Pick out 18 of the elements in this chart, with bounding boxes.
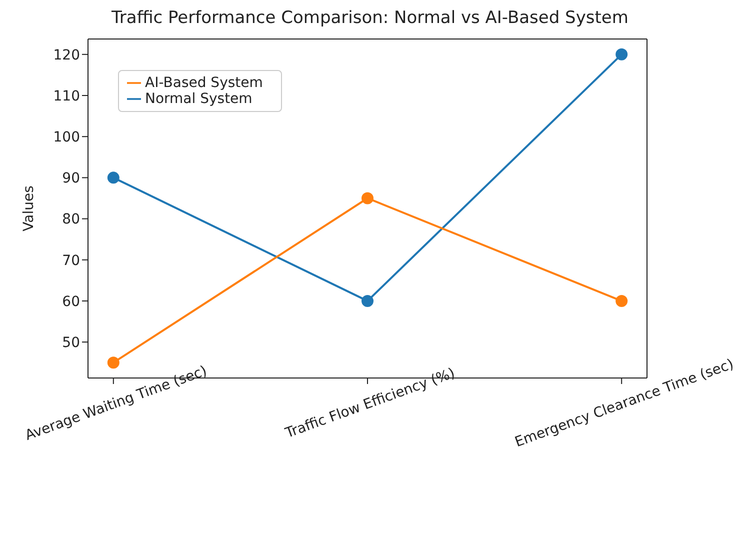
point bbox=[616, 48, 628, 60]
legend-label: AI-Based System bbox=[145, 75, 263, 91]
chart-title: Traffic Performance Comparison: Normal vs AI-Based System bbox=[110, 8, 630, 30]
y-tick-label: 80 bbox=[62, 212, 80, 228]
y-tick-label: 90 bbox=[62, 170, 80, 187]
point bbox=[107, 172, 120, 184]
y-tick-label: 50 bbox=[62, 335, 80, 352]
y-tick-label: 70 bbox=[62, 252, 80, 269]
point bbox=[362, 192, 374, 204]
point bbox=[107, 356, 120, 369]
point bbox=[616, 294, 628, 307]
point bbox=[362, 294, 374, 307]
y-tick-label: 120 bbox=[53, 47, 80, 64]
legend-label: Normal System bbox=[145, 91, 252, 107]
y-tick-label: 110 bbox=[53, 88, 80, 104]
y-axis-title: Values bbox=[20, 186, 37, 232]
y-tick-label: 100 bbox=[53, 130, 80, 146]
y-tick-label: 60 bbox=[62, 294, 80, 310]
